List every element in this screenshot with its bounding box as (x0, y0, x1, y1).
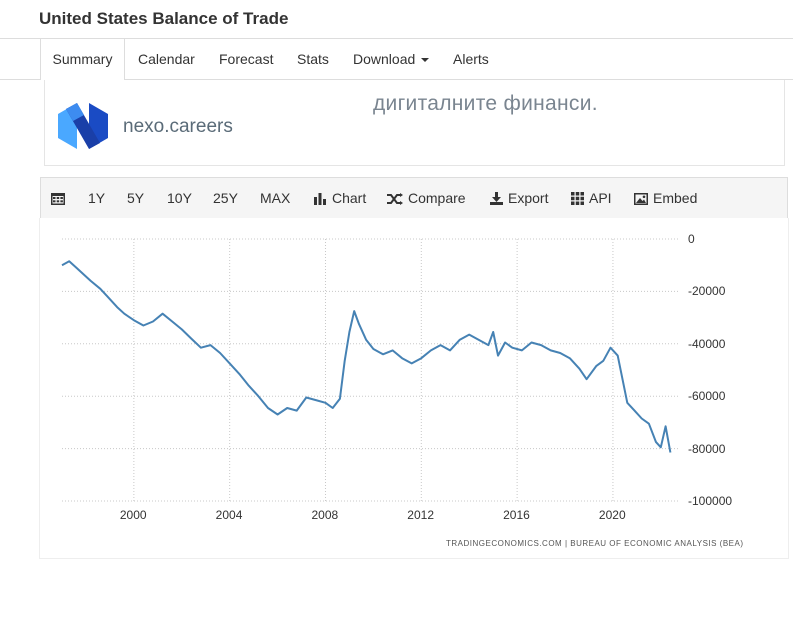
tab-calendar-label: Calendar (138, 51, 195, 67)
chart-source-text: TRADINGECONOMICS.COM | BUREAU OF ECONOMI… (446, 539, 744, 548)
ad-headline-text: дигиталните финанси. (373, 92, 598, 115)
caret-down-icon (421, 58, 430, 63)
series-line[interactable] (61, 260, 672, 453)
page-title: United States Balance of Trade (39, 9, 289, 28)
advertisement-banner[interactable]: nexo.careers дигиталните финанси. (44, 80, 785, 166)
x-tick-label: 2012 (407, 508, 434, 522)
tab-alerts[interactable]: Alerts (453, 39, 489, 79)
shuffle-icon (387, 193, 403, 205)
image-icon (634, 193, 648, 205)
range-25y-button[interactable]: 25Y (213, 190, 238, 206)
range-1y-button[interactable]: 1Y (88, 190, 106, 206)
chart-type-button[interactable]: Chart (314, 178, 366, 218)
tab-calendar[interactable]: Calendar (138, 39, 195, 79)
x-tick-label: 2008 (311, 508, 339, 522)
range-10y-button[interactable]: 10Y (167, 190, 192, 206)
x-tick-label: 2004 (215, 508, 243, 522)
download-icon (490, 192, 503, 205)
compare-button[interactable]: Compare (387, 178, 466, 218)
grid-icon (571, 192, 584, 205)
tab-download-label: Download (353, 51, 416, 67)
calendar-icon[interactable] (51, 178, 70, 218)
nexo-logo-icon (58, 103, 108, 149)
tab-stats-label: Stats (297, 51, 329, 67)
tab-forecast[interactable]: Forecast (219, 39, 273, 79)
embed-label: Embed (653, 190, 698, 206)
export-label: Export (508, 190, 549, 206)
y-tick-label: -20000 (688, 284, 726, 299)
tab-forecast-label: Forecast (219, 51, 274, 67)
tab-download[interactable]: Download (353, 39, 430, 79)
y-tick-label: -100000 (688, 494, 733, 508)
y-tick-label: -60000 (688, 389, 726, 404)
page-header: United States Balance of Trade (0, 0, 793, 39)
tab-bar: Summary Calendar Forecast Stats Download… (0, 39, 793, 80)
chart-type-label: Chart (332, 190, 367, 206)
range-max-button[interactable]: MAX (260, 190, 291, 206)
ad-brand-text: nexo.careers (123, 116, 233, 137)
tab-summary[interactable]: Summary (40, 39, 125, 80)
api-button[interactable]: API (571, 178, 612, 218)
bar-chart-icon (314, 193, 326, 205)
tab-summary-label: Summary (52, 51, 113, 67)
chart-container (39, 218, 789, 559)
y-tick-label: -40000 (688, 336, 726, 351)
export-button[interactable]: Export (490, 178, 548, 218)
y-tick-label: 0 (688, 232, 695, 246)
x-tick-label: 2000 (119, 508, 147, 522)
x-tick-label: 2016 (503, 508, 530, 522)
embed-button[interactable]: Embed (634, 178, 697, 218)
tab-alerts-label: Alerts (453, 51, 489, 67)
y-tick-label: -80000 (688, 441, 726, 456)
api-label: API (589, 190, 612, 206)
compare-label: Compare (408, 190, 466, 206)
range-5y-button[interactable]: 5Y (127, 190, 145, 206)
tab-stats[interactable]: Stats (297, 39, 329, 79)
x-tick-label: 2020 (598, 508, 626, 522)
